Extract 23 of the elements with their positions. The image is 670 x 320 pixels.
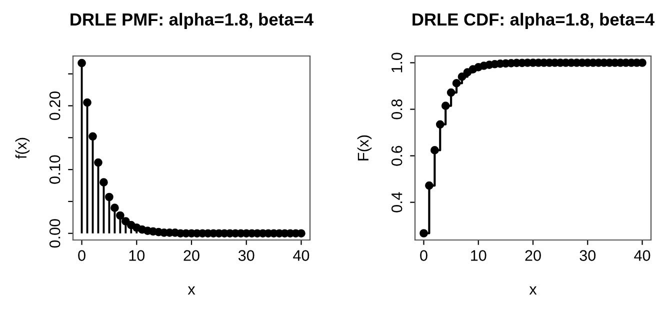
y-axis-title: f(x) [15,138,30,159]
x-tick-label: 40 [293,250,310,261]
x-tick-label: 0 [78,250,86,261]
y-tick-label: 0.6 [391,146,402,166]
x-tick-label: 20 [184,250,200,261]
x-axis-title: x [188,286,196,294]
y-axis-title: F(x) [357,135,372,160]
x-tick-label: 40 [634,250,650,261]
x-tick-label: 10 [471,250,486,261]
x-tick-label: 10 [129,250,145,261]
y-tick-label: 0.4 [391,192,402,212]
x-tick-label: 0 [420,250,428,261]
y-tick-label: 0.20 [49,91,60,120]
y-tick-label: 1.0 [391,52,402,72]
x-tick-label: 30 [580,250,596,261]
x-tick-label: 20 [525,250,541,261]
chart-title: DRLE CDF: alpha=1.8, beta=4 [412,12,654,30]
y-tick-label: 0.10 [49,155,60,184]
y-tick-label: 0.8 [391,99,402,120]
x-tick-label: 30 [238,250,254,261]
y-tick-label: 0.00 [49,219,60,248]
chart-title: DRLE PMF: alpha=1.8, beta=4 [70,12,314,30]
x-axis-title: x [529,286,537,294]
